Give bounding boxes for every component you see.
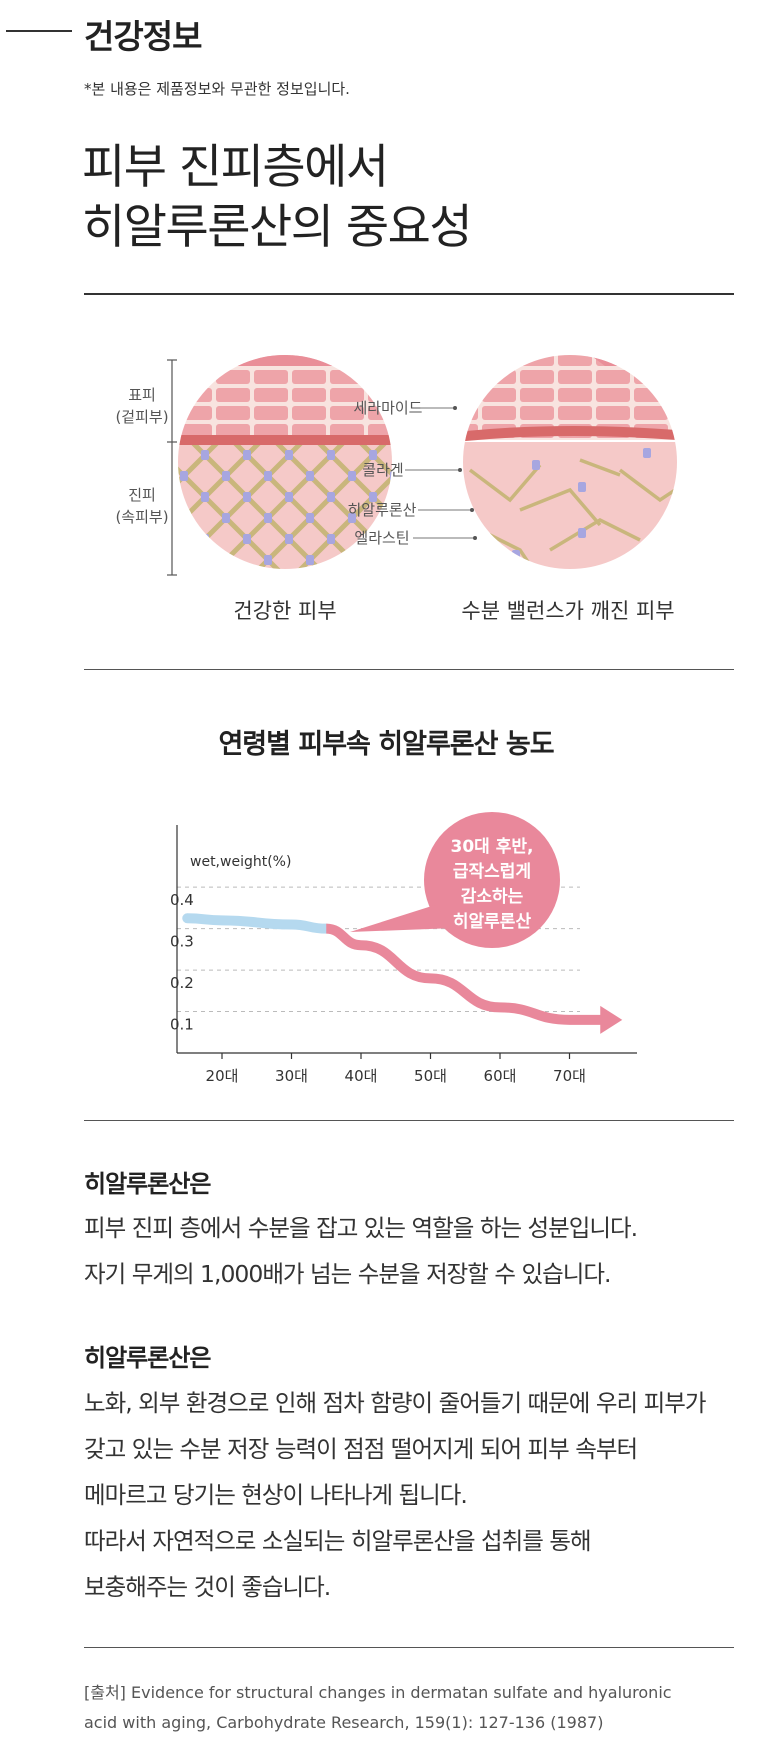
callout-tail (350, 905, 455, 932)
callout-text: 히알루론산 (453, 912, 532, 932)
divider (84, 293, 734, 295)
paragraph-line: 갖고 있는 수분 저장 능력이 점점 떨어지게 되어 피부 속부터 (84, 1435, 638, 1463)
collagen-label: 콜라겐 (362, 461, 403, 479)
page-title: 피부 진피층에서 히알루론산의 중요성 (82, 138, 473, 258)
source-line: [출처] Evidence for structural changes in … (84, 1683, 672, 1702)
source-line: acid with aging, Carbohydrate Research, … (84, 1713, 604, 1732)
skin-diagram: 표피 (겉피부) 진피 (속피부) 세라마이드 콜라겐 히알루론산 (115, 355, 677, 623)
x-tick-labels: 20대 30대 40대 50대 60대 70대 (206, 1053, 586, 1085)
source-citation: [출처] Evidence for structural changes in … (84, 1678, 672, 1738)
disclaimer: *본 내용은 제품정보와 무관한 정보입니다. (84, 80, 350, 98)
ceramide-label: 세라마이드 (353, 399, 422, 417)
paragraph-heading: 히알루론산은 (84, 1170, 211, 1198)
y-tick-label: 0.1 (170, 1016, 194, 1034)
x-tick-label: 40대 (345, 1067, 378, 1085)
y-tick-label: 0.3 (170, 933, 194, 951)
paragraph-line: 노화, 외부 환경으로 인해 점차 함량이 줄어들기 때문에 우리 피부가 (84, 1389, 706, 1417)
header-rule (6, 30, 72, 32)
callout-text: 급작스럽게 (453, 862, 531, 882)
y-tick-labels: 0.1 0.2 0.3 0.4 (170, 891, 194, 1033)
paragraph-line: 메마르고 당기는 현상이 나타나게 됩니다. (84, 1481, 468, 1509)
section-title: 건강정보 (84, 17, 202, 56)
x-tick-label: 30대 (275, 1067, 308, 1085)
divider (84, 1120, 734, 1121)
y-tick-label: 0.2 (170, 974, 194, 992)
divider (84, 669, 734, 670)
callout-text: 30대 후반, (451, 836, 534, 857)
layer-bracket (167, 359, 177, 576)
divider (84, 1647, 734, 1648)
paragraph-body: 노화, 외부 환경으로 인해 점차 함량이 줄어들기 때문에 우리 피부가 갖고… (84, 1380, 706, 1610)
chart-title: 연령별 피부속 히알루론산 농도 (218, 729, 554, 760)
paragraph-line: 보충해주는 것이 좋습니다. (84, 1573, 331, 1601)
paragraph-line: 자기 무게의 1,000배가 넘는 수분을 저장할 수 있습니다. (84, 1260, 611, 1288)
page-title-line: 히알루론산의 중요성 (82, 200, 473, 255)
elastin-label: 엘라스틴 (354, 529, 409, 547)
x-tick-label: 20대 (206, 1067, 239, 1085)
paragraph-heading: 히알루론산은 (84, 1344, 211, 1372)
hyaluronic-age-chart: wet,weight(%) 0.1 0.2 0.3 0.4 20대 30대 40대 50대 6… (170, 812, 637, 1085)
x-tick-label: 70대 (553, 1067, 586, 1085)
chart-series (182, 913, 623, 1034)
x-tick-label: 60대 (484, 1067, 517, 1085)
paragraph-line: 따라서 자연적으로 소실되는 히알루론산을 섭취를 통해 (84, 1527, 592, 1555)
epidermis-label: 표피 (128, 386, 156, 404)
page-title-line: 피부 진피층에서 (82, 140, 389, 195)
dermis-sub-label: (속피부) (115, 508, 168, 526)
callout-bubble (424, 812, 560, 948)
series-line-decline (325, 923, 605, 1025)
paragraph-line: 피부 진피 층에서 수분을 잡고 있는 역할을 하는 성분입니다. (84, 1214, 638, 1242)
x-tick-label: 50대 (414, 1067, 447, 1085)
healthy-skin-caption: 건강한 피부 (233, 599, 336, 623)
series-arrowhead (600, 1005, 623, 1034)
hyaluronic-label: 히알루론산 (347, 501, 416, 519)
series-line-stable (182, 913, 332, 934)
broken-skin-illustration (463, 355, 677, 569)
y-axis-label: wet,weight(%) (190, 854, 291, 870)
epidermis-sub-label: (겉피부) (115, 408, 168, 426)
callout-text: 감소하는 (461, 887, 524, 907)
paragraph-body: 피부 진피 층에서 수분을 잡고 있는 역할을 하는 성분입니다. 자기 무게의… (84, 1205, 638, 1297)
y-tick-label: 0.4 (170, 891, 194, 909)
broken-skin-caption: 수분 밸런스가 깨진 피부 (461, 599, 674, 623)
chart-callout: 30대 후반, 급작스럽게 감소하는 히알루론산 (350, 812, 560, 948)
dermis-label: 진피 (128, 486, 156, 504)
pointer-lines (405, 406, 477, 540)
